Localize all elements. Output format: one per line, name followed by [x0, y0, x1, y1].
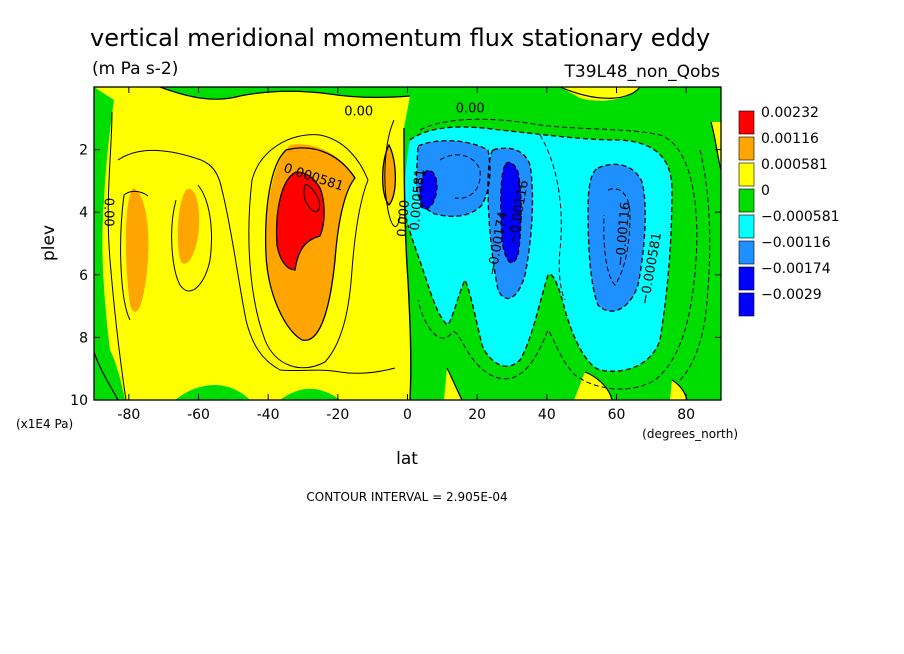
field-negative-high-tropics — [419, 170, 437, 209]
legend-label: 0.00232 — [761, 105, 819, 121]
legend-swatch — [738, 240, 755, 265]
field-negative-high-30n — [500, 162, 521, 263]
legend-label: −0.0029 — [761, 287, 822, 303]
legend-swatch — [738, 188, 755, 213]
x-tick-label: 80 — [677, 407, 695, 423]
x-tick-label: -20 — [326, 407, 349, 423]
legend-label: −0.000581 — [761, 209, 840, 225]
y-axis-ticks: 2 4 6 8 10 — [70, 143, 721, 409]
contour-fields — [94, 87, 721, 400]
contour-interval: CONTOUR INTERVAL = 2.905E-04 — [306, 490, 507, 504]
x-axis-ticks: -80 -60 -40 -20 0 20 40 60 80 — [117, 87, 695, 423]
field-positive-low-nh-b — [574, 372, 612, 400]
contour-label: 0.00 — [100, 198, 115, 227]
x-tick-label: -80 — [117, 407, 140, 423]
x-tick-label: 20 — [468, 407, 486, 423]
contour-label: 0.00 — [456, 101, 485, 116]
legend-label: 0.000581 — [761, 157, 828, 173]
y-axis-label: plev — [39, 225, 59, 261]
field-negative-mid-60n — [588, 164, 646, 312]
x-tick-label: 60 — [608, 407, 626, 423]
legend-swatch — [738, 214, 755, 239]
negative-contour-lines — [407, 118, 711, 390]
y-tick-label: 2 — [79, 143, 88, 159]
field-positive-low-nh-a — [444, 368, 462, 400]
run-label: T39L48_non_Qobs — [564, 62, 721, 82]
legend-label: 0.00116 — [761, 131, 819, 147]
contour-label: 0.00 — [344, 105, 373, 120]
legend-label: −0.00174 — [761, 261, 831, 277]
chart-units: (m Pa s-2) — [92, 59, 178, 79]
legend-label: 0 — [761, 183, 770, 199]
legend-swatch — [738, 110, 755, 135]
y-tick-label: 8 — [79, 330, 88, 346]
legend-swatch — [738, 292, 755, 317]
field-positive-mid-60s — [177, 189, 200, 264]
contour-label: 0.000581 — [408, 168, 428, 231]
x-tick-label: -40 — [257, 407, 280, 423]
x-tick-label: -60 — [187, 407, 210, 423]
color-legend: 0.00232 0.00116 0.000581 0 −0.000581 −0.00116… — [738, 105, 840, 317]
x-tick-label: 40 — [538, 407, 556, 423]
contour-label: 0.000 — [395, 199, 413, 237]
y-tick-label: 4 — [79, 205, 88, 221]
legend-swatch — [738, 266, 755, 291]
y-axis-unit: (x1E4 Pa) — [16, 417, 73, 431]
y-tick-label: 6 — [79, 268, 88, 284]
field-positive-high — [276, 172, 325, 270]
legend-swatch — [738, 136, 755, 161]
legend-label: −0.00116 — [761, 235, 831, 251]
positive-contour-lines — [94, 87, 721, 400]
x-axis-label: lat — [396, 449, 418, 469]
contour-label: −0.00116 — [613, 201, 634, 267]
y-tick-label: 10 — [70, 393, 88, 409]
field-positive-mid-80s — [125, 188, 149, 313]
x-tick-label: 0 — [403, 407, 412, 423]
legend-swatch — [738, 162, 755, 187]
x-axis-unit: (degrees_north) — [642, 427, 738, 441]
chart-title: vertical meridional momentum flux statio… — [90, 24, 710, 52]
field-positive-low-nh-c — [670, 380, 687, 400]
